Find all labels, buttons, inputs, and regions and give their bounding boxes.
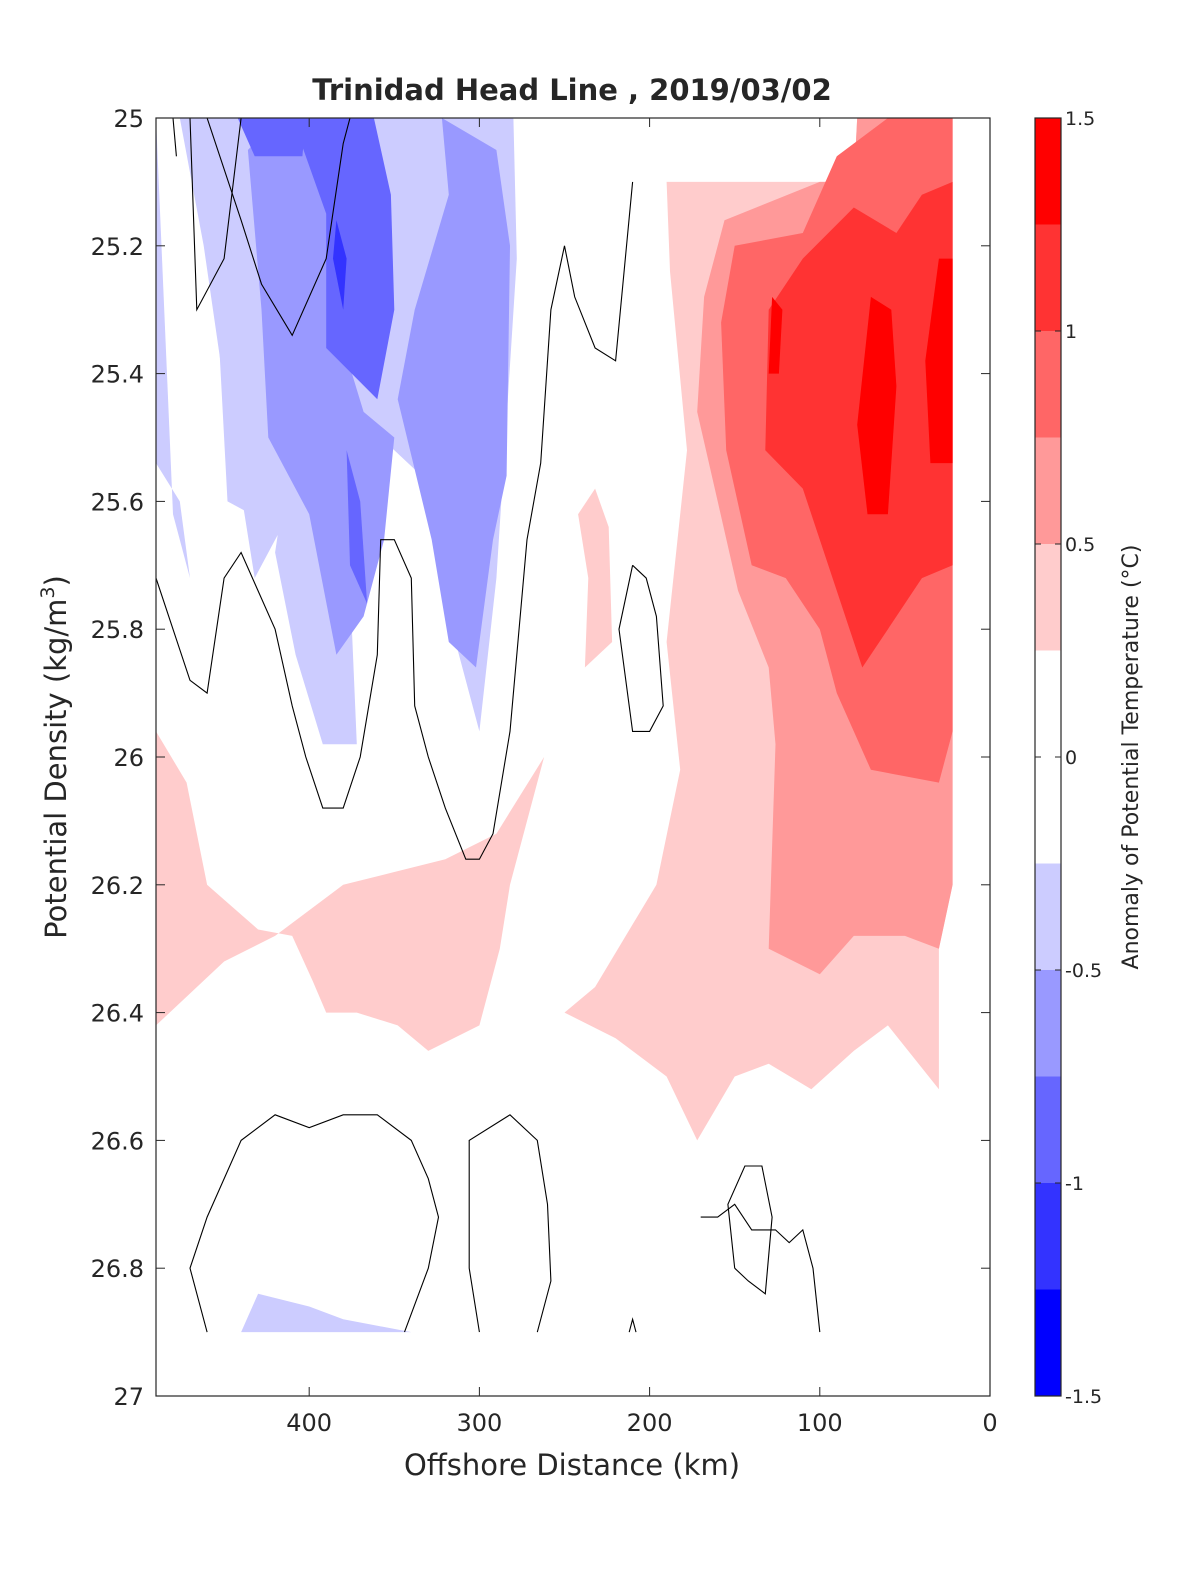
y-tick-label: 26.6 [91,1127,144,1155]
x-tick-label: 300 [456,1409,502,1437]
y-tick-label: 25 [113,105,144,133]
colorbar-segment-4 [1035,863,1061,970]
zero-contour-line-4 [618,564,664,732]
contour-region-15 [925,258,953,464]
y-tick-label: 26.4 [91,1000,144,1028]
colorbar-tick-label: 1.5 [1065,108,1095,130]
y-axis-ticks: 25 25.2 25.4 25.6 25.8 26 26.2 26.4 26.6 26.8 27 [91,105,990,1411]
y-tick-label: 25.4 [91,361,144,389]
zero-contour-line-1 [189,118,242,312]
y-axis-label: Potential Density (kg/m3) [37,575,73,939]
y-tick-label: 26 [113,744,144,772]
contour-region-9 [156,731,545,1051]
x-tick-label: 200 [627,1409,673,1437]
colorbar-segment-6 [1035,544,1061,651]
chart-title: Trinidad Head Line , 2019/03/02 [312,73,832,107]
colorbar-segment-10 [1035,118,1061,225]
y-tick-label: 25.8 [91,616,144,644]
contour-region-16 [768,296,783,374]
colorbar-segment-2 [1035,1076,1061,1183]
colorbar-segment-1 [1035,1183,1061,1290]
contour-region-7 [333,220,347,310]
colorbar-tick-label: 0.5 [1065,534,1095,556]
colorbar-tick-label: 1 [1065,321,1077,343]
contour-region-1 [156,118,357,745]
zero-contour-line-7 [727,1165,773,1295]
y-tick-label: 25.6 [91,488,144,516]
colorbar-tick-label: -1 [1065,1173,1084,1195]
colorbar-ticks: 1.5 1 0.5 0 -0.5 -1 -1.5 [1035,108,1102,1408]
colorbar-tick-label: -0.5 [1065,960,1102,982]
x-tick-label: 400 [286,1409,332,1437]
y-tick-label: 26.2 [91,872,144,900]
colorbar-segment-9 [1035,224,1061,331]
colorbar-segment-8 [1035,331,1061,438]
y-axis-label-end: ) [39,575,73,586]
colorbar-segment-3 [1035,970,1061,1077]
contour-region-3 [397,118,510,668]
colorbar-segment-0 [1035,1289,1061,1396]
x-axis-ticks: 400 300 200 100 0 [286,118,998,1437]
colorbar-label: Anomaly of Potential Temperature (°C) [1119,545,1144,970]
colorbar-segment-7 [1035,437,1061,544]
contour-region-6 [237,118,306,157]
y-tick-label: 25.2 [91,233,144,261]
zero-contour-line-8 [700,1203,821,1333]
zero-contour-line-6 [468,1114,552,1333]
contour-region-17 [241,1293,412,1333]
y-axis-label-superscript: 3 [37,586,59,598]
y-axis-label-main: Potential Density (kg/m [39,599,73,939]
filled-contour-layer [156,118,953,1333]
y-tick-label: 26.8 [91,1255,144,1283]
zero-contour-line-5 [189,1114,440,1333]
contour-region-14 [857,296,897,515]
x-tick-label: 100 [797,1409,843,1437]
zero-contour-line-9 [628,1317,637,1333]
zero-contour-line-3 [156,181,634,860]
contour-region-10 [578,488,613,668]
zero-contour-layer [156,118,821,1333]
y-tick-label: 27 [113,1383,144,1411]
zero-contour-line-0 [206,118,351,337]
zero-contour-line-2 [172,118,177,157]
x-tick-label: 0 [982,1409,997,1437]
colorbar-tick-label: 0 [1065,747,1077,769]
colorbar [1035,118,1061,1396]
x-axis-label: Offshore Distance (km) [404,1448,740,1482]
contour-region-5 [346,450,368,604]
colorbar-tick-label: -1.5 [1065,1386,1102,1408]
